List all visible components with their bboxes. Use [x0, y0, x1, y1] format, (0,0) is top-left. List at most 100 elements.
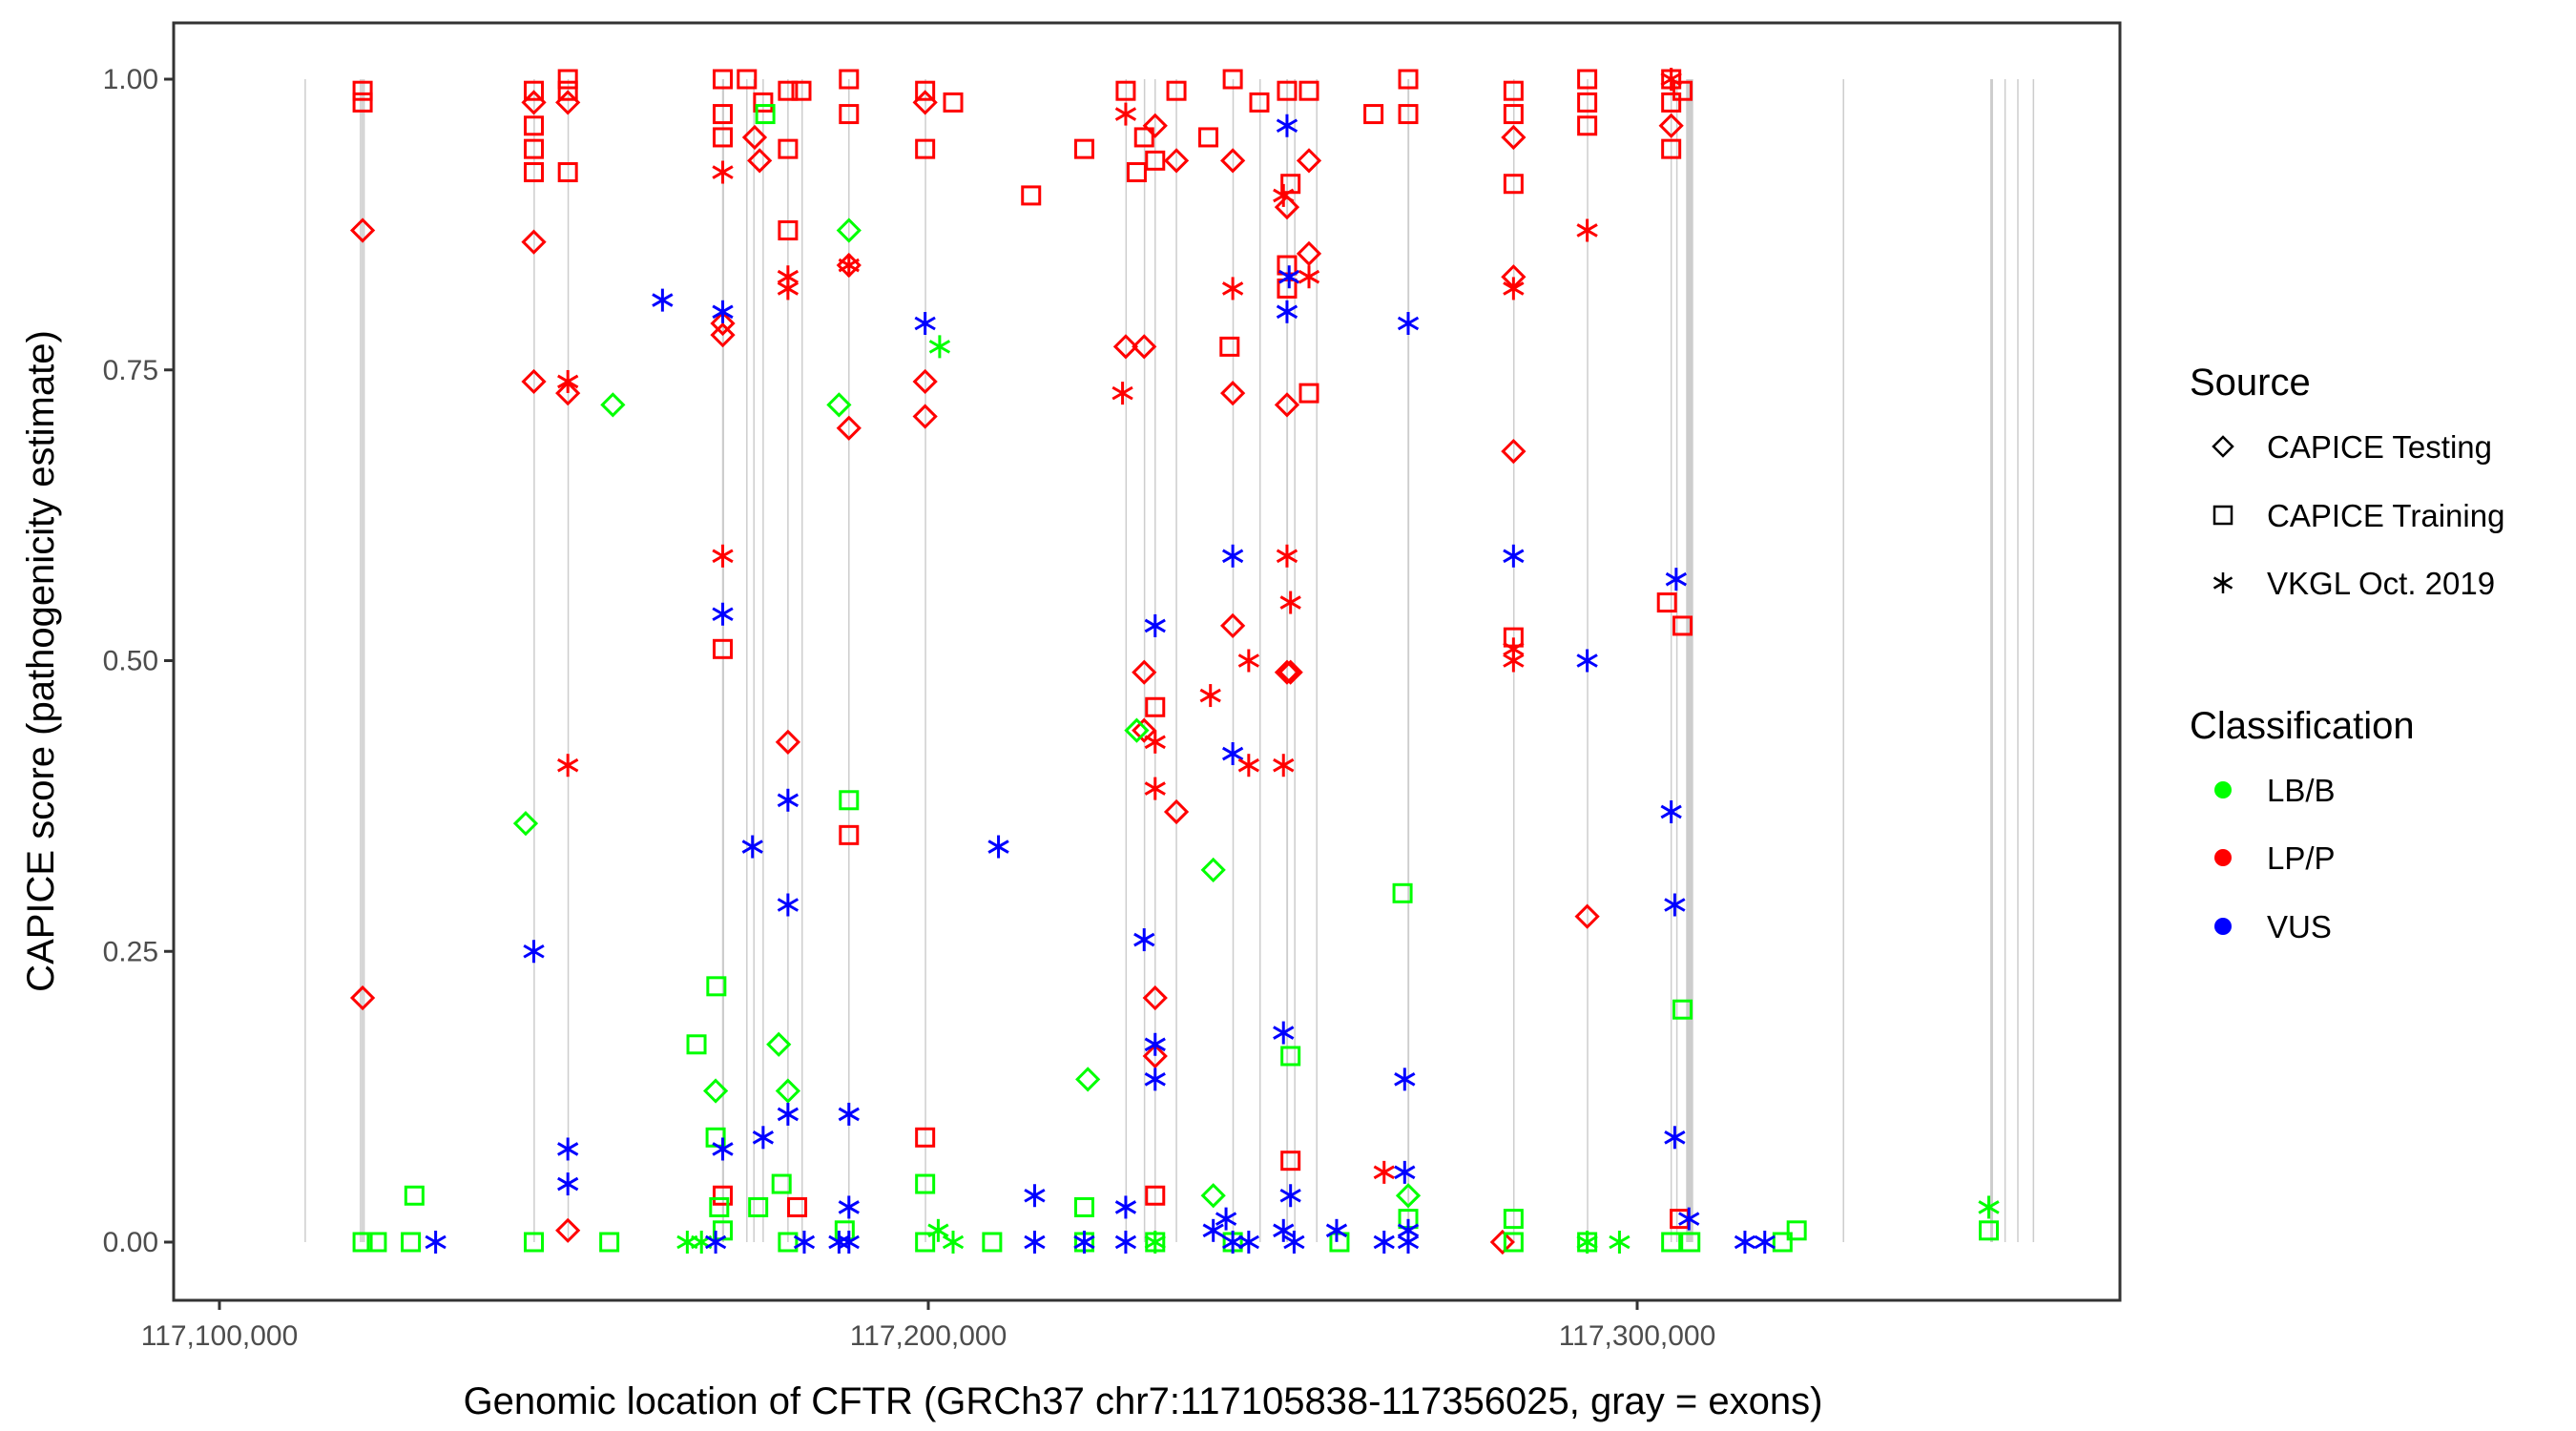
point-vkgl: [1576, 1231, 1598, 1254]
point-vkgl: [557, 754, 579, 778]
point-vkgl: [652, 288, 674, 312]
point-capice-testing: [1395, 1183, 1422, 1209]
point-vkgl: [1273, 1021, 1295, 1045]
point-vkgl: [1111, 382, 1133, 405]
legend-item-capice-testing: CAPICE Testing: [2212, 429, 2492, 465]
point-capice-testing: [741, 124, 768, 151]
point-capice-training: [1503, 174, 1524, 195]
point-vkgl: [712, 160, 734, 184]
exon-line: [787, 79, 789, 1242]
point-capice-training: [1197, 127, 1218, 148]
point-capice-testing: [1574, 903, 1600, 929]
point-capice-testing: [349, 985, 376, 1011]
point-capice-training: [1219, 336, 1240, 357]
lbb-dot-icon: [2214, 781, 2232, 798]
exon-line: [1842, 79, 1844, 1242]
exon-line: [361, 79, 364, 1242]
square-icon: [2212, 505, 2233, 526]
point-capice-training: [686, 1034, 707, 1055]
exon-line: [360, 79, 362, 1242]
point-capice-testing: [826, 392, 852, 418]
point-vkgl: [1373, 1160, 1395, 1184]
point-vkgl: [1276, 300, 1298, 323]
point-capice-training: [599, 1232, 620, 1253]
point-capice-training: [1661, 92, 1682, 113]
vus-dot-icon: [2214, 918, 2232, 935]
point-vkgl: [741, 835, 763, 859]
point-capice-training: [1222, 69, 1243, 90]
point-vkgl: [712, 544, 734, 568]
exon-line: [848, 79, 850, 1242]
point-vkgl: [557, 1172, 579, 1196]
point-capice-training: [557, 80, 578, 101]
exon-line: [304, 79, 306, 1242]
exon-line: [753, 79, 755, 1242]
exon-line: [924, 79, 926, 1242]
point-capice-testing: [1658, 113, 1684, 138]
point-capice-training: [709, 1196, 730, 1217]
legend-label: CAPICE Testing: [2267, 429, 2492, 465]
point-vkgl: [1073, 1231, 1095, 1254]
point-vkgl: [1114, 1195, 1137, 1219]
exon-line: [363, 79, 365, 1242]
point-capice-testing: [1219, 381, 1246, 406]
legend-item-lbb: LB/B: [2214, 773, 2336, 808]
exon-line: [533, 79, 535, 1242]
x-axis: 117,100,000 117,200,000 117,300,000: [141, 1300, 1715, 1352]
point-vkgl: [1609, 1231, 1631, 1254]
point-capice-training: [1398, 69, 1419, 90]
point-vkgl: [914, 311, 936, 335]
point-vkgl: [1665, 568, 1688, 591]
point-capice-training: [915, 1232, 936, 1253]
point-vkgl: [1325, 1218, 1348, 1242]
point-capice-training: [915, 80, 936, 101]
point-capice-training: [778, 80, 799, 101]
point-capice-testing: [600, 392, 626, 418]
point-capice-training: [366, 1232, 387, 1253]
data-points: [349, 68, 2000, 1255]
x-tick-label: 117,200,000: [850, 1320, 1008, 1352]
point-capice-training: [1363, 104, 1384, 125]
point-capice-training: [1503, 1232, 1524, 1253]
point-capice-testing: [521, 368, 547, 395]
exon-line: [1670, 79, 1672, 1242]
point-capice-testing: [349, 218, 376, 243]
exon-line: [567, 79, 570, 1242]
diamond-icon: [2212, 435, 2234, 458]
point-capice-testing: [555, 1217, 581, 1243]
point-capice-training: [1277, 255, 1298, 276]
point-capice-testing: [836, 415, 862, 441]
point-capice-training: [787, 1196, 808, 1217]
point-capice-testing: [1132, 334, 1157, 360]
point-capice-testing: [1132, 659, 1157, 685]
point-vkgl: [1133, 928, 1155, 952]
point-vkgl: [1754, 1231, 1776, 1254]
point-vkgl: [704, 1231, 727, 1254]
point-vkgl: [1279, 1184, 1301, 1208]
point-capice-testing: [747, 148, 773, 174]
point-capice-testing: [1274, 194, 1300, 220]
y-tick-label: 0.75: [103, 355, 158, 386]
point-vkgl: [777, 1102, 800, 1126]
point-capice-training: [557, 162, 578, 183]
point-capice-training: [1280, 1046, 1301, 1067]
point-capice-training: [1672, 80, 1693, 101]
point-vkgl: [1278, 265, 1300, 289]
exon-line: [1316, 79, 1318, 1242]
point-capice-training: [915, 1127, 936, 1148]
exon-line: [1154, 79, 1156, 1242]
point-capice-training: [1280, 1151, 1301, 1172]
point-vkgl: [777, 277, 800, 301]
point-vkgl: [1144, 1068, 1166, 1091]
point-capice-training: [1115, 80, 1136, 101]
point-vkgl: [1298, 265, 1320, 289]
point-vkgl: [1114, 102, 1137, 126]
legend-label: VUS: [2267, 909, 2332, 944]
point-capice-training: [524, 1232, 545, 1253]
point-capice-testing: [1075, 1067, 1101, 1092]
y-tick-label: 1.00: [103, 64, 158, 95]
point-capice-training: [1145, 696, 1166, 717]
point-capice-training: [753, 92, 774, 113]
exon-line: [762, 79, 764, 1242]
point-vkgl: [712, 1137, 734, 1161]
